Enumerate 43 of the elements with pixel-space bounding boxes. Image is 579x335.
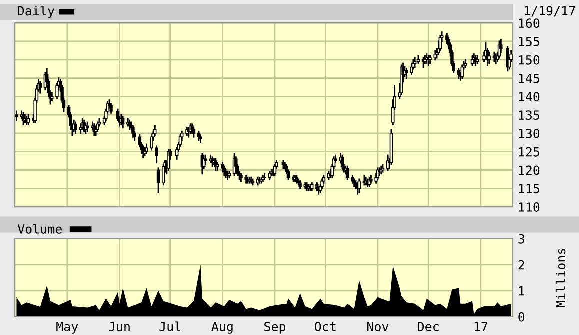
y-tick-label: 130: [519, 128, 540, 138]
y-tick-label: 145: [519, 74, 540, 84]
x-tick-label: May: [56, 322, 78, 334]
x-tick-label: Jul: [160, 322, 180, 332]
candlestick: [96, 122, 100, 132]
x-tick-label: Jun: [109, 322, 130, 332]
x-tick-label: Dec: [418, 322, 439, 332]
candlestick: [204, 154, 208, 166]
candlestick: [162, 164, 166, 186]
x-tick-label: Nov: [368, 322, 389, 332]
y-tick-label: 125: [519, 147, 540, 157]
candlestick: [110, 103, 113, 114]
candlestick: [192, 127, 196, 138]
candlestick: [167, 149, 170, 171]
legend-label: Volume: [18, 224, 62, 234]
candlestick: [86, 122, 90, 132]
y-tick-label: 115: [519, 184, 540, 194]
y-axis-title: Millions: [556, 249, 566, 308]
candlestick: [488, 52, 491, 64]
y-tick-label: 140: [519, 92, 540, 102]
text: 1/19/17: [524, 6, 576, 17]
candlestick: [482, 52, 486, 62]
chart-title: Daily: [18, 6, 55, 18]
y-tick-label: 160: [519, 18, 540, 28]
x-tick-label: 17: [474, 322, 488, 332]
x-tick-label: Sep: [264, 322, 286, 334]
candlestick: [221, 162, 224, 173]
y-tick-label: 3: [518, 234, 524, 244]
y-tick-label: 110: [519, 202, 540, 212]
candlestick: [121, 116, 125, 129]
y-tick-label: 120: [519, 166, 540, 176]
candlestick: [340, 154, 344, 170]
y-tick-label: 2: [518, 260, 524, 270]
y-tick-label: 1: [519, 286, 525, 296]
candlestick: [358, 178, 361, 194]
candlestick: [156, 168, 160, 194]
y-tick-label: 150: [519, 55, 540, 65]
y-tick-label: 135: [519, 110, 540, 120]
x-tick-label: Aug: [212, 322, 233, 334]
x-tick-label: Oct: [315, 322, 336, 332]
y-tick-label: 155: [519, 37, 540, 46]
y-tick-label: 0: [518, 312, 525, 322]
candlestick: [15, 110, 18, 122]
